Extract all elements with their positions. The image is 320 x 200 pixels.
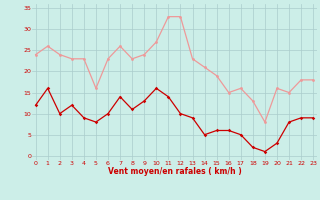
X-axis label: Vent moyen/en rafales ( km/h ): Vent moyen/en rafales ( km/h ) xyxy=(108,167,241,176)
